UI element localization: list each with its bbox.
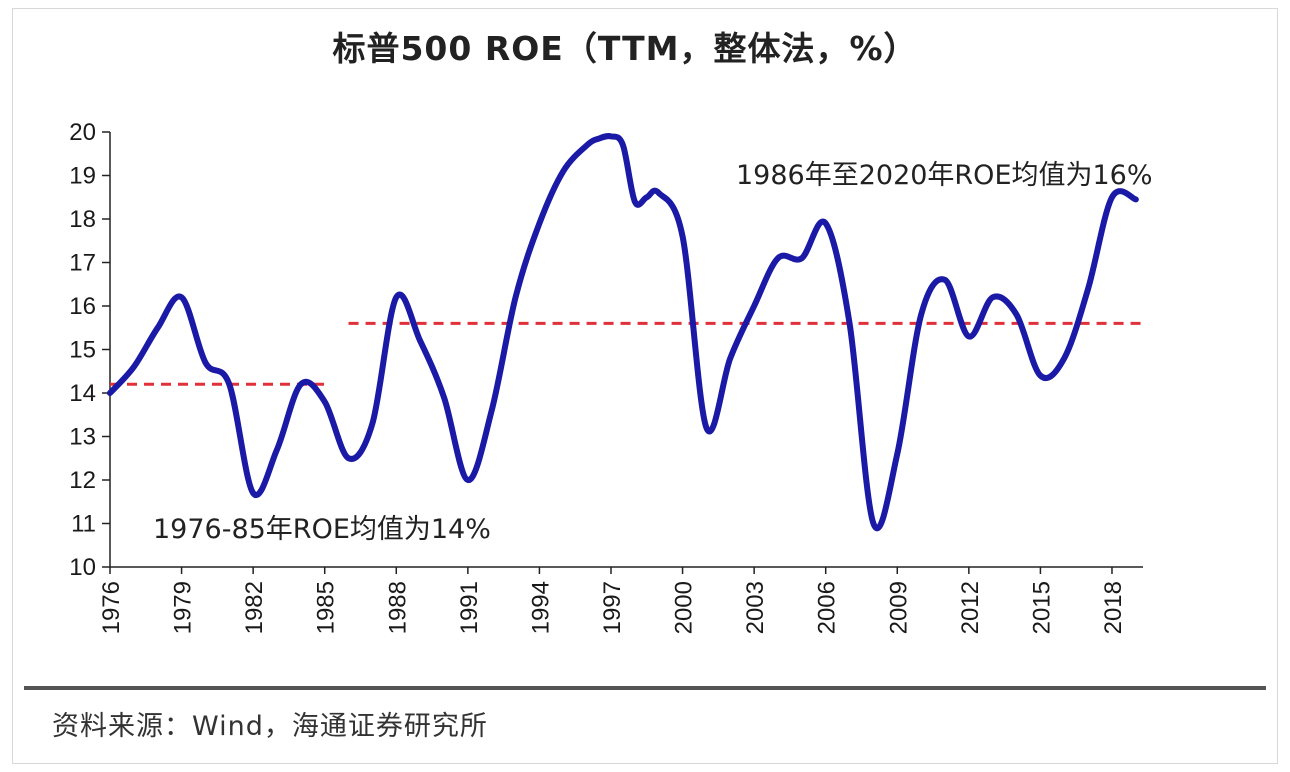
chart-frame [12, 8, 1278, 764]
roe-line-chart: 10 11 12 13 14 15 16 17 18 19 20 1976 1979 1982 1985 19… [69, 119, 1153, 634]
x-tick-label: 1988 [384, 581, 411, 634]
series-group [107, 133, 1139, 532]
reference-lines [110, 321, 1143, 386]
x-tick-label: 1994 [527, 581, 554, 634]
x-tick-label: 2015 [1028, 581, 1055, 634]
x-tick-label: 1982 [241, 581, 268, 634]
x-tick-label: 1985 [313, 581, 340, 634]
x-tick-label: 2000 [671, 581, 698, 634]
x-tick-label: 1997 [599, 581, 626, 634]
x-tick-label: 2006 [814, 581, 841, 634]
annotation-early-mean: 1976-85年ROE均值为14% [153, 514, 491, 545]
x-tick-label: 2009 [885, 581, 912, 634]
axes: 10 11 12 13 14 15 16 17 18 19 20 1976 1979 1982 1985 19… [69, 119, 1143, 634]
roe-series-line [107, 133, 1139, 532]
y-tick-label: 14 [69, 380, 96, 407]
x-tick-label: 2003 [742, 581, 769, 634]
x-tick-label: 1976 [98, 581, 125, 634]
y-tick-label: 15 [69, 337, 96, 364]
y-tick-label: 17 [69, 250, 96, 277]
source-divider [24, 686, 1266, 690]
chart-title: 标普500 ROE（TTM，整体法，%） [332, 29, 918, 68]
y-tick-label: 16 [69, 293, 96, 320]
x-tick-label: 2018 [1100, 581, 1127, 634]
y-tick-label: 18 [69, 206, 96, 233]
y-tick-label: 10 [69, 554, 96, 581]
y-tick-label: 20 [69, 119, 96, 146]
x-tick-label: 1979 [170, 581, 197, 634]
source-note: 资料来源：Wind，海通证券研究所 [52, 711, 488, 742]
x-tick-label: 1991 [456, 581, 483, 634]
y-tick-label: 19 [69, 163, 96, 190]
y-tick-label: 13 [69, 424, 96, 451]
x-tick-label: 2012 [957, 581, 984, 634]
y-tick-label: 11 [71, 511, 96, 538]
annotation-late-mean: 1986年至2020年ROE均值为16% [736, 160, 1153, 191]
y-tick-label: 12 [69, 467, 96, 494]
